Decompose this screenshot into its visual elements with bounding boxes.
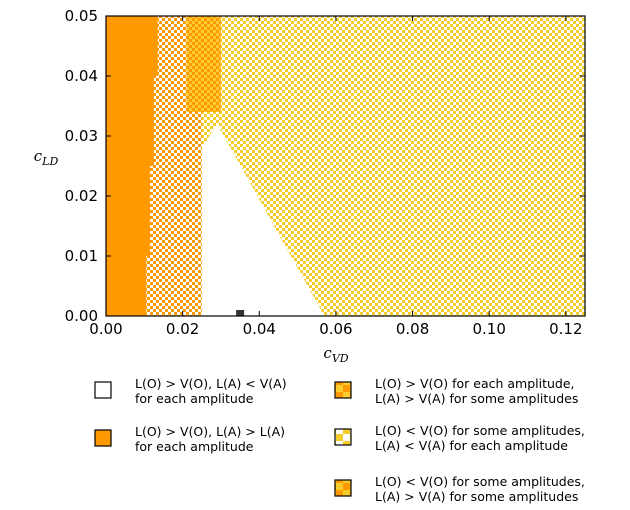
- x-axis-ticks: 0.00 0.02 0.04 0.06 0.08 0.10 0.12: [89, 16, 583, 338]
- legend-swatch-orange: [94, 429, 112, 447]
- y-tick-label: 0.02: [65, 187, 98, 205]
- y-tick-label: 0.00: [65, 307, 98, 325]
- region-orange-yellow-checker: [186, 16, 221, 112]
- x-tick-label: 0.04: [243, 320, 276, 338]
- legend-swatch-yellow-white: [334, 428, 352, 446]
- y-axis-label: cLD: [34, 147, 59, 168]
- y-tick-label: 0.04: [65, 67, 98, 85]
- legend-swatches: [94, 381, 352, 497]
- x-tick-label: 0.12: [549, 320, 582, 338]
- marker-square: [236, 310, 245, 316]
- x-tick-label: 0.02: [166, 320, 199, 338]
- x-tick-label: 0.00: [89, 320, 122, 338]
- legend-swatch-orange-yellow-2: [334, 479, 352, 497]
- legend-swatch-white: [94, 381, 112, 399]
- y-tick-label: 0.01: [65, 247, 98, 265]
- x-tick-label: 0.10: [472, 320, 505, 338]
- region-orange-solid: [106, 16, 158, 316]
- x-axis-label: cVD: [323, 344, 348, 365]
- plot-area: [106, 16, 585, 316]
- region-white-wedge: [201, 124, 325, 316]
- y-axis-ticks: 0.00 0.01 0.02 0.03 0.04 0.05: [65, 7, 585, 325]
- legend-swatch-orange-yellow: [334, 381, 352, 399]
- plot-frame: [105, 15, 586, 317]
- x-tick-label: 0.08: [396, 320, 429, 338]
- x-tick-label: 0.06: [319, 320, 352, 338]
- y-tick-label: 0.05: [65, 7, 98, 25]
- y-tick-label: 0.03: [65, 127, 98, 145]
